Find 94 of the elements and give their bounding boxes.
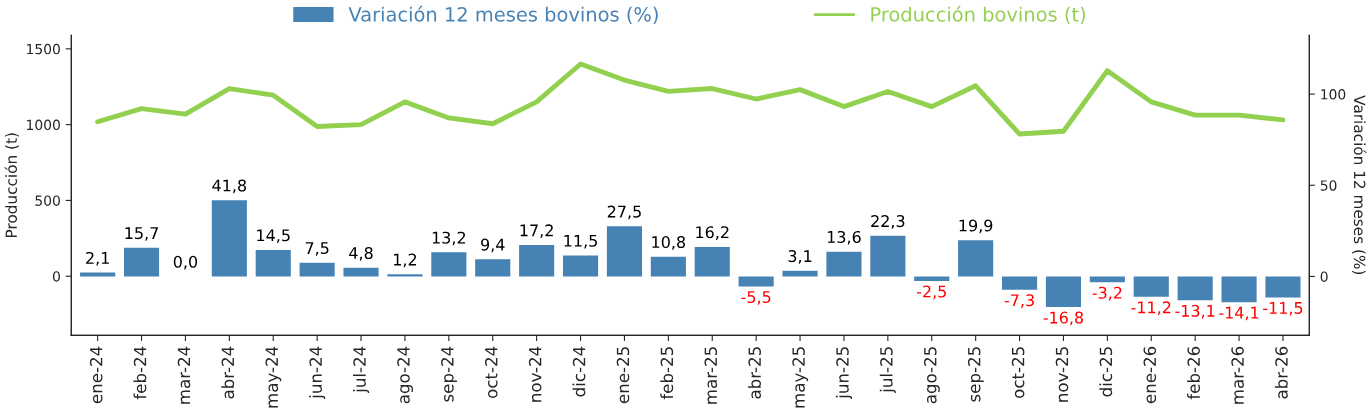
data-label: 22,3 (871, 215, 905, 229)
x-tick-label: feb-26 (1187, 346, 1200, 400)
bar (738, 276, 774, 287)
data-label: -14,1 (1219, 306, 1259, 321)
x-tick-label: mar-26 (1231, 346, 1244, 404)
x-tick-label: nov-25 (1055, 347, 1069, 402)
x-tick-label: mar-24 (177, 346, 191, 404)
data-label: 0,0 (173, 255, 198, 270)
bar (211, 200, 247, 277)
x-tick-label: sep-25 (967, 347, 984, 402)
data-label: 15,7 (125, 227, 158, 241)
data-label: -11,2 (1131, 301, 1171, 316)
x-tick-label: oct-24 (484, 346, 498, 398)
x-tick-label: ago-25 (923, 347, 940, 404)
line-series (95, 61, 1286, 137)
data-label: -7,3 (1004, 294, 1034, 308)
bar (606, 226, 643, 277)
y-tick-label: 1000 (27, 119, 60, 131)
x-tick-label: dic-24 (572, 346, 586, 397)
y-axis-title: Producción (t) (4, 133, 19, 237)
y2-tick-label: 0 (1320, 271, 1328, 282)
bar (1002, 276, 1038, 290)
data-label: 41,8 (212, 179, 247, 194)
x-tick-label: jul-25 (879, 347, 896, 394)
y2-tick-label: 100 (1321, 89, 1346, 100)
data-label: 1,2 (393, 253, 417, 268)
x-tick-label: mar-25 (704, 347, 718, 404)
data-label: 14,5 (257, 229, 290, 243)
data-label: 11,5 (564, 234, 597, 249)
bar (1045, 276, 1082, 308)
data-label: -13,1 (1175, 304, 1215, 319)
bar (519, 245, 555, 277)
data-label: 16,2 (696, 226, 729, 240)
x-tick-label: feb-24 (133, 346, 147, 400)
data-label: -11,5 (1263, 302, 1303, 316)
data-label: 2,1 (86, 251, 109, 266)
x-tick-label: may-24 (265, 346, 282, 408)
x-tick-label: jun-25 (835, 347, 853, 400)
bar (1177, 276, 1213, 301)
bar (431, 252, 467, 277)
x-tick-label: jul-24 (352, 346, 370, 394)
data-label: 3,1 (788, 250, 812, 264)
bar (650, 256, 686, 277)
x-tick-label: nov-24 (528, 346, 542, 402)
x-tick-label: sep-24 (441, 346, 457, 402)
y2-axis-title: Variación 12 meses (%) (1352, 95, 1367, 275)
x-tick-label: ene-24 (89, 346, 103, 404)
data-label: -2,5 (916, 285, 946, 300)
legend-label: Producción bovinos (t) (871, 5, 1085, 24)
x-tick-label: jun-24 (309, 346, 326, 400)
bar (914, 276, 950, 281)
x-tick-label: ene-26 (1143, 346, 1157, 404)
data-label: 13,2 (432, 231, 466, 246)
bar (1089, 276, 1125, 283)
bar (343, 267, 379, 277)
bar (475, 259, 511, 277)
x-tick-label: dic-25 (1099, 347, 1113, 397)
data-label: 17,2 (520, 224, 553, 239)
x-tick-label: ene-25 (616, 347, 630, 404)
data-label: 27,5 (607, 205, 641, 220)
data-label: 10,8 (652, 236, 686, 250)
bar (562, 255, 599, 277)
data-label: 7,5 (305, 242, 329, 256)
x-tick-label: abr-25 (748, 347, 761, 399)
data-label: -5,5 (741, 291, 771, 305)
x-tick-label: abr-26 (1274, 346, 1288, 399)
bar (387, 274, 423, 277)
y2-tick-label: 50 (1320, 180, 1337, 191)
y-tick-label: 1500 (27, 43, 60, 55)
data-label: -3,2 (1092, 286, 1122, 301)
bar (782, 270, 818, 277)
x-tick-label: oct-25 (1011, 347, 1025, 398)
bar (694, 246, 730, 277)
bar (299, 262, 335, 277)
x-tick-label: abr-24 (221, 346, 235, 399)
data-label: 19,9 (959, 219, 993, 234)
bar (958, 240, 994, 277)
bar (826, 251, 862, 277)
bar (123, 247, 160, 277)
data-label: -16,8 (1043, 311, 1084, 326)
x-tick-label: may-25 (792, 347, 809, 408)
bar (255, 250, 291, 277)
data-label: 9,4 (481, 238, 505, 253)
legend-label: Variación 12 meses bovinos (%) (348, 5, 658, 24)
bar (1221, 276, 1257, 303)
data-label: 4,8 (349, 246, 373, 261)
bar (870, 235, 906, 277)
y-tick-label: 0 (52, 271, 60, 282)
x-tick-label: ago-24 (397, 346, 414, 404)
data-label: 13,6 (827, 230, 861, 245)
bar (1133, 276, 1169, 297)
bar (1265, 276, 1301, 298)
y-tick-label: 500 (35, 195, 60, 206)
x-tick-label: feb-25 (660, 347, 674, 400)
